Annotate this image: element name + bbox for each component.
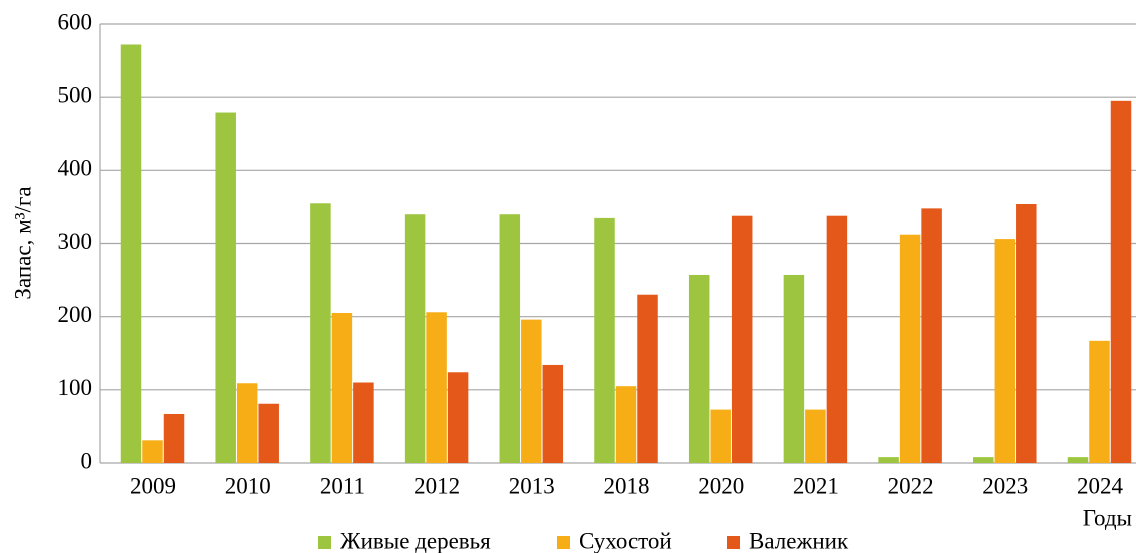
bar: [142, 440, 163, 463]
legend-swatch: [727, 536, 740, 549]
bar: [1067, 457, 1089, 463]
bar: [310, 203, 331, 463]
bar: [215, 112, 236, 463]
legend-swatch: [557, 536, 570, 549]
bar: [499, 214, 521, 463]
x-tick-label: 2011: [320, 473, 365, 498]
y-tick-label: 600: [58, 9, 93, 34]
x-tick-label: 2021: [793, 473, 839, 498]
bar: [426, 312, 447, 463]
bar: [805, 409, 826, 463]
legend-label: Валежник: [749, 528, 849, 553]
bar: [542, 364, 564, 463]
bar: [236, 383, 258, 463]
bar: [921, 208, 942, 463]
bar: [899, 234, 921, 463]
x-tick-label: 2022: [888, 473, 934, 498]
y-tick-label: 500: [58, 82, 93, 107]
bar: [637, 294, 658, 463]
bar: [594, 217, 615, 463]
x-axis-label: Годы: [1083, 505, 1132, 530]
x-tick-label: 2013: [509, 473, 555, 498]
bar: [521, 319, 542, 463]
y-tick-label: 200: [58, 302, 93, 327]
bar: [353, 382, 374, 463]
bar: [731, 215, 753, 463]
bar: [826, 215, 848, 463]
bar: [615, 386, 637, 463]
y-tick-label: 100: [58, 375, 93, 400]
bar: [331, 313, 353, 463]
bar: [1016, 203, 1037, 464]
bar: [258, 403, 279, 463]
y-tick-label: 400: [58, 156, 93, 181]
legend-label: Сухостой: [579, 528, 672, 553]
x-tick-label: 2020: [698, 473, 744, 498]
x-tick-label: 2010: [225, 473, 271, 498]
bar: [710, 409, 731, 463]
x-tick-label: 2012: [414, 473, 460, 498]
bar: [994, 239, 1016, 463]
x-tick-label: 2009: [130, 473, 176, 498]
bar: [878, 457, 899, 463]
x-tick-label: 2018: [604, 473, 650, 498]
bar: [163, 413, 185, 463]
bar: [120, 44, 142, 464]
bar: [1089, 340, 1110, 463]
bar: [447, 372, 469, 463]
y-axis-label: Запас, м³/га: [10, 186, 35, 299]
legend-label: Живые деревья: [340, 528, 491, 553]
legend-swatch: [318, 536, 331, 549]
bar: [1110, 100, 1132, 463]
x-tick-label: 2023: [982, 473, 1028, 498]
bar: [783, 274, 805, 463]
bar: [973, 457, 994, 463]
y-tick-label: 0: [81, 448, 93, 473]
bar: [404, 214, 426, 463]
x-tick-label: 2024: [1077, 473, 1124, 498]
bar: [688, 274, 710, 463]
y-tick-label: 300: [58, 229, 93, 254]
